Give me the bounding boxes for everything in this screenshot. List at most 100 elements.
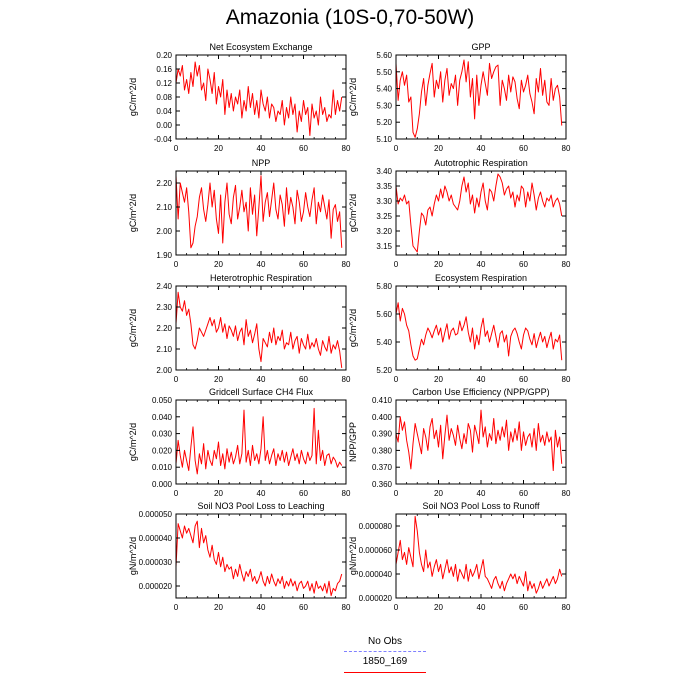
x-tick-label: 40 (257, 489, 266, 498)
x-tick-label: 80 (342, 489, 351, 498)
x-tick-label: 0 (394, 489, 399, 498)
x-tick-label: 20 (214, 144, 223, 153)
x-tick-label: 40 (477, 260, 486, 269)
panel-3: Autotrophic Respiration gC/m^2/d 0 20 40 60 80… (348, 158, 571, 269)
y-tick-label: 2.30 (156, 303, 172, 312)
x-tick-label: 40 (257, 375, 266, 384)
panel-7: Carbon Use Efficiency (NPP/GPP) NPP/GPP 0 2… (348, 387, 571, 498)
plot-frame (395, 513, 567, 599)
y-tick-label: 0.08 (156, 93, 172, 102)
x-tick-label: 40 (257, 144, 266, 153)
series-line (175, 291, 343, 368)
x-tick-label: 20 (434, 489, 443, 498)
panel-title: NPP (252, 158, 271, 168)
y-axis-label: gN/m^2/d (128, 537, 138, 575)
y-tick-label: 0.410 (372, 396, 393, 405)
x-tick-label: 80 (562, 144, 571, 153)
series-line (175, 61, 343, 136)
x-tick-label: 20 (434, 260, 443, 269)
y-tick-label: 0.000080 (359, 522, 393, 531)
x-tick-label: 40 (477, 489, 486, 498)
x-tick-label: 60 (299, 603, 308, 612)
x-tick-label: 80 (562, 603, 571, 612)
y-tick-label: 0.20 (156, 51, 172, 60)
y-axis-label: gC/m^2/d (128, 309, 138, 347)
y-tick-label: 5.50 (376, 68, 392, 77)
x-tick-label: 80 (562, 260, 571, 269)
panel-0: Net Ecosystem Exchange gC/m^2/d 0 20 40 60 80 -… (128, 42, 351, 153)
x-tick-label: 0 (394, 144, 399, 153)
y-tick-label: 5.40 (376, 85, 392, 94)
panel-6: Gridcell Surface CH4 Flux gC/m^2/d 0 20 40 60… (128, 387, 351, 498)
y-tick-label: 3.40 (376, 167, 392, 176)
y-tick-label: 2.00 (156, 227, 172, 236)
y-axis-label: gC/m^2/d (128, 194, 138, 232)
y-axis-label: gN/m^2/d (348, 537, 358, 575)
y-tick-label: 2.10 (156, 345, 172, 354)
x-tick-label: 80 (562, 375, 571, 384)
y-tick-label: 5.80 (376, 282, 392, 291)
x-tick-label: 60 (299, 144, 308, 153)
y-tick-label: 0.370 (372, 463, 393, 472)
y-tick-label: 0.000050 (139, 510, 173, 519)
x-tick-label: 60 (519, 489, 528, 498)
series-line (395, 515, 563, 594)
y-tick-label: 0.020 (152, 446, 173, 455)
x-tick-label: 40 (477, 144, 486, 153)
y-axis-label: NPP/GPP (348, 422, 358, 462)
series-line (175, 407, 343, 475)
x-tick-label: 80 (562, 489, 571, 498)
panel-title: Gridcell Surface CH4 Flux (209, 387, 314, 397)
y-tick-label: 0.050 (152, 396, 173, 405)
x-tick-label: 0 (174, 375, 179, 384)
panel-title: Autotrophic Respiration (434, 158, 528, 168)
panel-9: Soil NO3 Pool Loss to Runoff gN/m^2/d 0 20 4… (348, 501, 571, 612)
y-tick-label: 0.000020 (139, 582, 173, 591)
y-tick-label: 0.000060 (359, 546, 393, 555)
x-tick-label: 20 (434, 375, 443, 384)
x-tick-label: 80 (342, 260, 351, 269)
x-tick-label: 40 (477, 603, 486, 612)
y-tick-label: 5.30 (376, 101, 392, 110)
y-tick-label: 5.10 (376, 135, 392, 144)
series-line (395, 59, 563, 138)
y-tick-label: 3.20 (376, 227, 392, 236)
x-tick-label: 0 (174, 260, 179, 269)
panel-title: Soil NO3 Pool Loss to Runoff (423, 501, 540, 511)
series-line (175, 520, 343, 597)
x-tick-label: 40 (477, 375, 486, 384)
y-tick-label: 0.000020 (359, 594, 393, 603)
panel-2: NPP gC/m^2/d 0 20 40 60 80 1.90 2.00 2.10 2.20 (128, 158, 351, 269)
series-line (395, 173, 563, 253)
y-axis-label: gC/m^2/d (128, 423, 138, 461)
y-tick-label: 2.20 (156, 324, 172, 333)
series-line (395, 302, 563, 361)
panel-title: GPP (471, 42, 490, 52)
x-tick-label: 0 (394, 260, 399, 269)
y-tick-label: 0.000040 (139, 534, 173, 543)
plot-frame (175, 513, 347, 599)
y-tick-label: 5.40 (376, 338, 392, 347)
x-tick-label: 0 (174, 603, 179, 612)
x-tick-label: 80 (342, 603, 351, 612)
x-tick-label: 20 (434, 603, 443, 612)
y-tick-label: 3.30 (376, 197, 392, 206)
y-tick-label: 1.90 (156, 251, 172, 260)
x-tick-label: 60 (519, 144, 528, 153)
y-tick-label: 2.20 (156, 179, 172, 188)
y-tick-label: 0.12 (156, 79, 172, 88)
y-axis-label: gC/m^2/d (348, 194, 358, 232)
y-axis-label: gC/m^2/d (128, 78, 138, 116)
y-axis-label: gC/m^2/d (348, 78, 358, 116)
y-tick-label: 0.030 (152, 430, 173, 439)
x-tick-label: 0 (174, 489, 179, 498)
y-tick-label: 0.16 (156, 65, 172, 74)
y-tick-label: 0.000040 (359, 570, 393, 579)
y-tick-label: 3.25 (376, 212, 392, 221)
x-tick-label: 0 (394, 375, 399, 384)
x-tick-label: 0 (174, 144, 179, 153)
y-tick-label: 5.20 (376, 366, 392, 375)
panel-5: Ecosystem Respiration gC/m^2/d 0 20 40 60 80 5.… (348, 273, 571, 384)
series-line (175, 175, 343, 249)
